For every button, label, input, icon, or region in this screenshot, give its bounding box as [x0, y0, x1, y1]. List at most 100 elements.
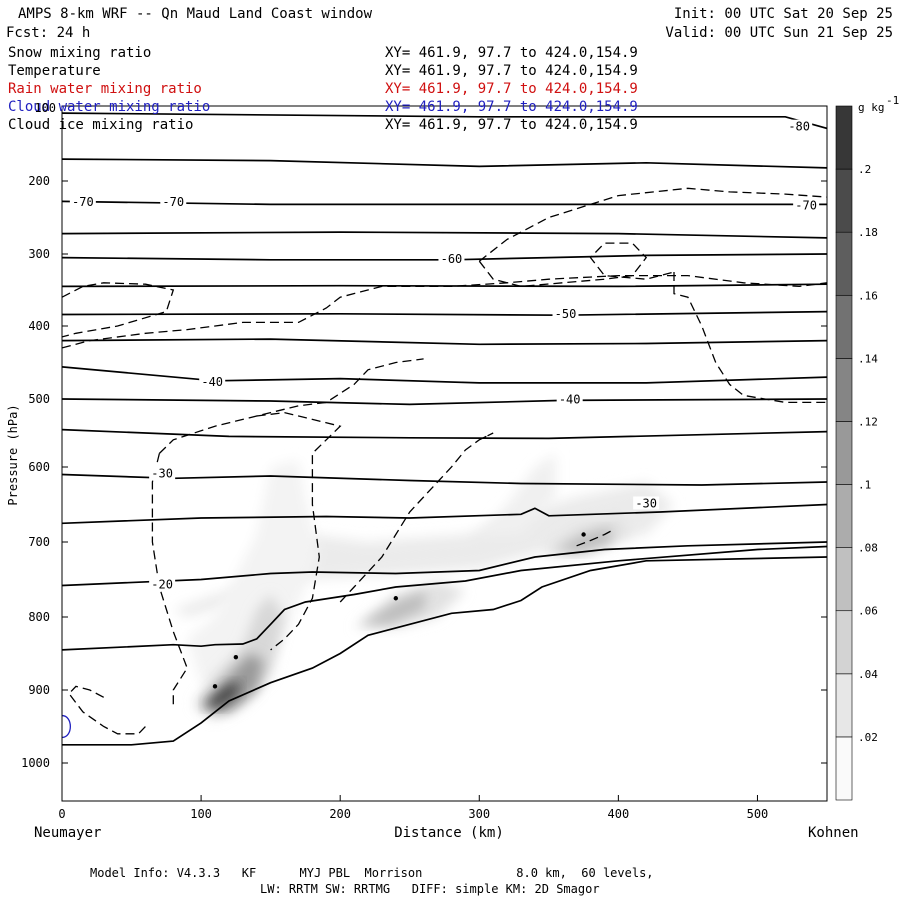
colorbar-tick-label: .14 [858, 352, 878, 365]
legend-label: Rain water mixing ratio [8, 81, 202, 97]
x-tick-label: 0 [58, 807, 65, 821]
colorbar-unit: g kg [858, 101, 885, 114]
colorbar-segment [835, 484, 853, 548]
temperature-label: -40 [559, 392, 581, 406]
snow-shading [205, 681, 240, 709]
colorbar-tick-label: .06 [858, 605, 878, 618]
model-info: Model Info: V4.3.3 KF MYJ PBL Morrison 8… [90, 866, 654, 880]
snow-maximum-marker [581, 532, 586, 537]
legend-label: Snow mixing ratio [8, 45, 151, 61]
y-tick-label: 1000 [21, 756, 50, 770]
y-tick-label: 400 [28, 319, 50, 333]
cloud-ice-contour [576, 530, 612, 547]
temperature-label-bg [786, 119, 813, 133]
temperature-isotherm [62, 398, 827, 406]
temperature-isotherm [62, 310, 827, 317]
cloud-water-contour [62, 714, 71, 739]
legend-label: Temperature [8, 63, 101, 79]
legend-xy: XY= 461.9, 97.7 to 424.0,154.9 [385, 45, 638, 61]
legend-label: Cloud ice mixing ratio [8, 117, 193, 133]
legend-xy: XY= 461.9, 97.7 to 424.0,154.9 [385, 63, 638, 79]
cloud-ice-contour [478, 242, 675, 288]
colorbar-tick-label: .12 [858, 415, 878, 428]
temperature-isotherm [62, 231, 827, 239]
colorbar-segment [835, 105, 853, 170]
temperature-label: -70 [795, 199, 817, 213]
colorbar-tick-label: .18 [858, 226, 878, 239]
y-tick-label: 300 [28, 247, 50, 261]
colorbar-segment [835, 673, 853, 738]
colorbar-segment [835, 168, 853, 233]
snow-maximum-marker [212, 684, 218, 689]
snow-maximum-marker [393, 596, 399, 601]
cloud-ice-contour [158, 358, 424, 454]
colorbar-segment [835, 231, 853, 296]
cloud-water-contours [62, 714, 71, 739]
cloud-ice-contours [62, 187, 827, 735]
legend-xy: XY= 461.9, 97.7 to 424.0,154.9 [385, 99, 638, 115]
x-tick-label: 400 [608, 807, 630, 821]
cloud-ice-contour [478, 187, 827, 262]
colorbar-segment [835, 358, 853, 422]
x-tick-label: 500 [747, 807, 769, 821]
temperature-label-bg [160, 194, 187, 208]
temperature-isotherm [62, 545, 827, 651]
colorbar-tick-label: .08 [858, 542, 878, 555]
temperature-isotherm [62, 503, 827, 525]
temperature-isotherm [62, 556, 827, 746]
temperature-label: -30 [151, 467, 173, 481]
colorbar-tick-label: .16 [858, 289, 878, 302]
y-tick-label: 600 [28, 460, 50, 474]
temperature-label: -70 [162, 195, 184, 209]
y-tick-label: 500 [28, 392, 50, 406]
temperature-label: -70 [72, 195, 94, 209]
plot-area: -80 -70 -70 -70 -60 -50 -40 -40 -30 -30 -20 [61, 105, 828, 802]
colorbar-segment [835, 421, 853, 485]
temperature-labels: -80 -70 -70 -70 -60 -50 -40 -40 -30 -30 -20 [69, 119, 820, 592]
init-time: Init: 00 UTC Sat 20 Sep 25 [674, 6, 893, 22]
snow-shading [194, 594, 285, 720]
legend-label: Cloud water mixing ratio [8, 99, 210, 115]
temperature-label-bg [438, 251, 465, 265]
temperature-isotherm [62, 541, 827, 587]
temperature-label-bg [149, 577, 176, 591]
temperature-isotherm [62, 366, 827, 384]
temperature-label-bg [633, 496, 660, 510]
model-physics: LW: RRTM SW: RRTMG DIFF: simple KM: 2D S… [260, 882, 600, 896]
temperature-label: -40 [201, 375, 223, 389]
valid-time: Valid: 00 UTC Sun 21 Sep 25 [665, 25, 893, 41]
y-tick-label: 900 [28, 683, 50, 697]
chart-title: AMPS 8-km WRF -- Qn Maud Land Coast wind… [18, 6, 373, 22]
cloud-ice-contour [151, 453, 188, 705]
snow-shading [361, 590, 427, 625]
temperature-label: -60 [441, 252, 463, 266]
temperature-label: -80 [788, 120, 810, 134]
temperature-isotherm [62, 158, 827, 169]
snow-shading [555, 527, 612, 554]
colorbar-segment [835, 610, 853, 675]
temperature-label-bg [556, 392, 583, 406]
cloud-ice-contour [62, 282, 175, 338]
cloud-ice-contour [339, 432, 494, 603]
temperature-label-bg [793, 198, 820, 212]
y-tick-label: 700 [28, 535, 50, 549]
temperature-label-bg [149, 466, 176, 480]
colorbar-unit-exponent: -1 [886, 94, 899, 107]
colorbar: .02 .04 .06 .08 .1 .12 .14 .16 .18 .2 g kg-1 [835, 94, 899, 801]
x-axis-label: Distance (km) [394, 825, 504, 841]
field-legend: Snow mixing ratio XY= 461.9, 97.7 to 424.… [8, 45, 638, 133]
temperature-label-bg [199, 374, 226, 388]
colorbar-tick-label: .02 [858, 731, 878, 744]
temperature-label: -20 [151, 578, 173, 592]
y-tick-label: 800 [28, 610, 50, 624]
colorbar-tick-label: .04 [858, 668, 878, 681]
x-endpoint-left: Neumayer [34, 825, 101, 841]
temperature-label: -30 [635, 497, 657, 511]
temperature-label-bg [69, 194, 96, 208]
y-tick-label: 100 [34, 101, 56, 115]
x-tick-label: 300 [468, 807, 490, 821]
y-tick-label: 200 [28, 174, 50, 188]
colorbar-segment [835, 736, 853, 801]
legend-xy: XY= 461.9, 97.7 to 424.0,154.9 [385, 117, 638, 133]
temperature-isotherm [62, 283, 827, 288]
